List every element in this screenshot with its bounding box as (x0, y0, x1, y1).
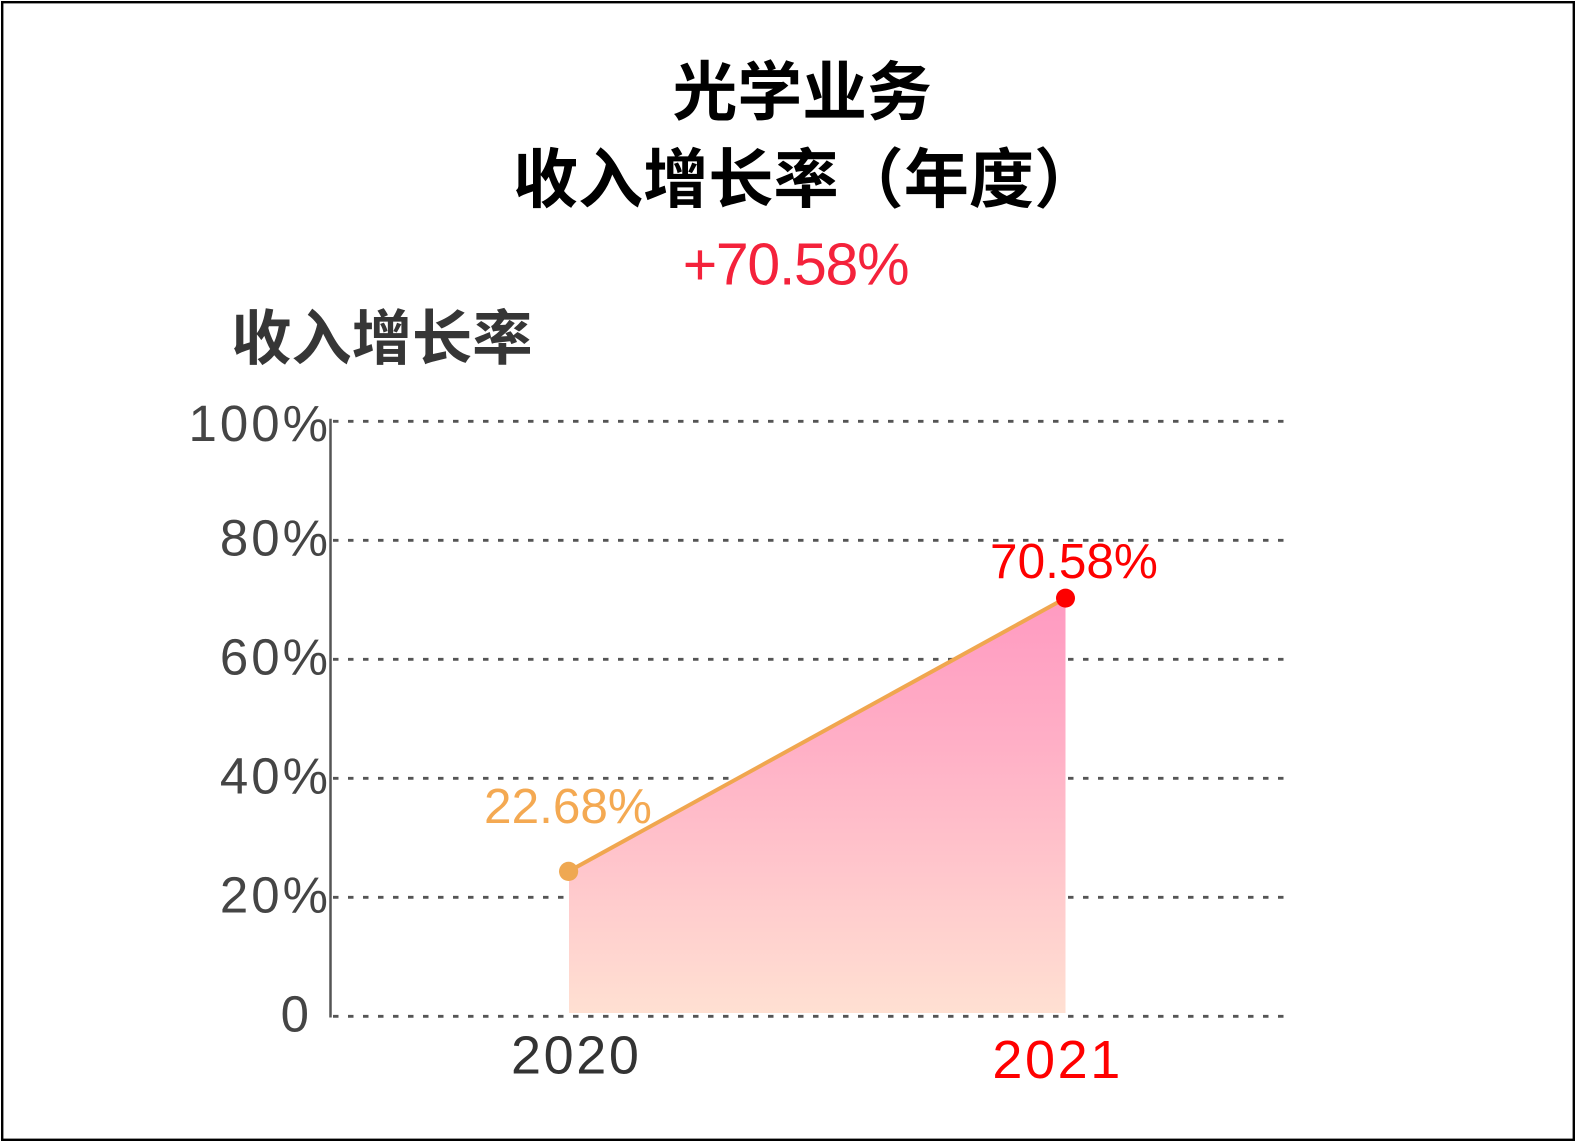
svg-text:2021: 2021 (992, 1030, 1123, 1090)
svg-text:100%: 100% (189, 395, 331, 452)
svg-text:2020: 2020 (511, 1026, 642, 1086)
svg-text:40%: 40% (220, 747, 331, 804)
svg-text:+70.58%: +70.58% (683, 232, 908, 298)
svg-text:20%: 20% (220, 866, 331, 923)
svg-text:22.68%: 22.68% (484, 779, 652, 834)
svg-text:70.58%: 70.58% (990, 534, 1158, 589)
svg-text:0: 0 (281, 985, 312, 1042)
svg-text:80%: 80% (220, 509, 331, 566)
svg-text:60%: 60% (220, 628, 331, 685)
